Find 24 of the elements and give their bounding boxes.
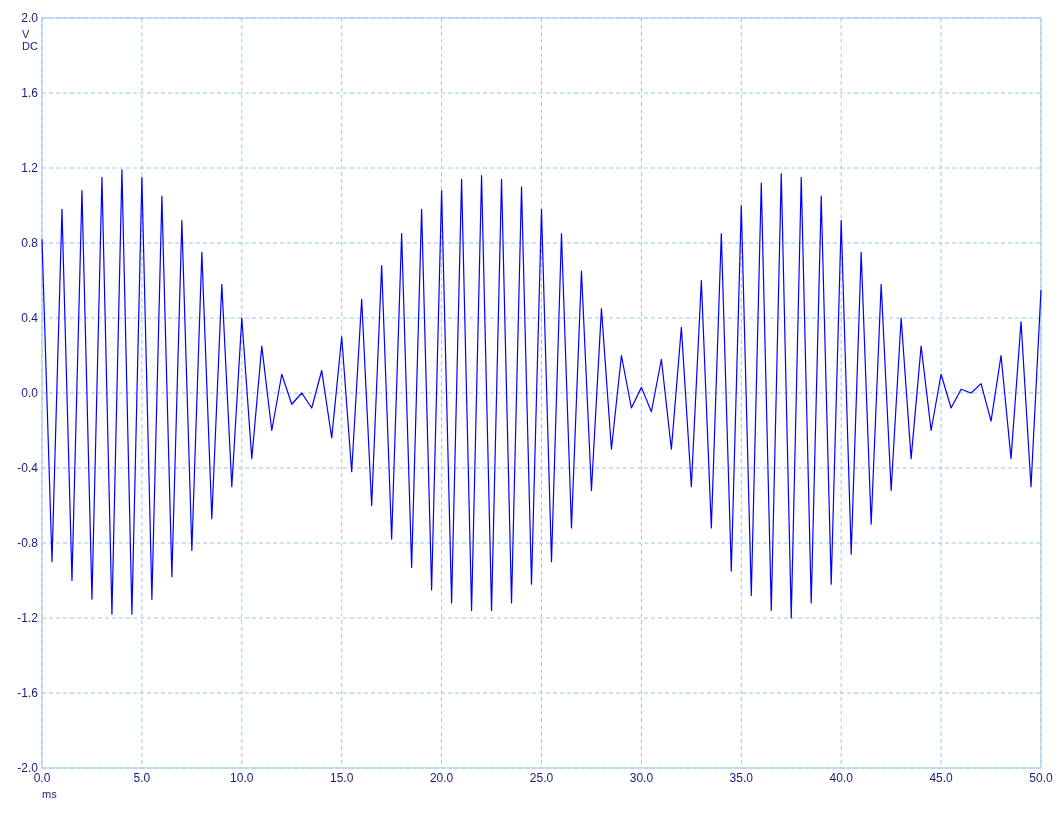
y-tick-label: 0.0 <box>21 386 39 401</box>
x-tick-label: 25.0 <box>529 771 554 785</box>
y-tick-label: 1.6 <box>21 86 39 101</box>
x-tick-label: 50.0 <box>1029 771 1053 785</box>
x-tick-label: 5.0 <box>133 771 151 785</box>
x-axis-title: ms <box>42 788 58 800</box>
x-tick-label: 30.0 <box>629 771 654 785</box>
y-tick-label: 0.4 <box>21 311 39 326</box>
y-tick-label: -0.4 <box>17 461 39 476</box>
line-series <box>41 169 1042 619</box>
y-axis-title: V DC <box>22 28 38 52</box>
x-tick-label: 10.0 <box>230 771 254 785</box>
y-tick-label: -1.2 <box>17 611 39 626</box>
y-tick-label: 0.8 <box>21 236 39 251</box>
y-tick-label: -1.6 <box>17 686 39 701</box>
x-tick-label: 0.0 <box>33 771 51 785</box>
y-tick-label: 1.2 <box>21 161 39 176</box>
x-tick-label: 35.0 <box>729 771 754 785</box>
x-tick-label: 20.0 <box>429 771 454 785</box>
y-tick-label: -0.8 <box>17 536 39 551</box>
x-tick-label: 45.0 <box>929 771 954 785</box>
x-tick-label: 15.0 <box>330 771 354 785</box>
x-tick-label: 40.0 <box>829 771 854 785</box>
y-tick-label: 2.0 <box>21 11 39 26</box>
